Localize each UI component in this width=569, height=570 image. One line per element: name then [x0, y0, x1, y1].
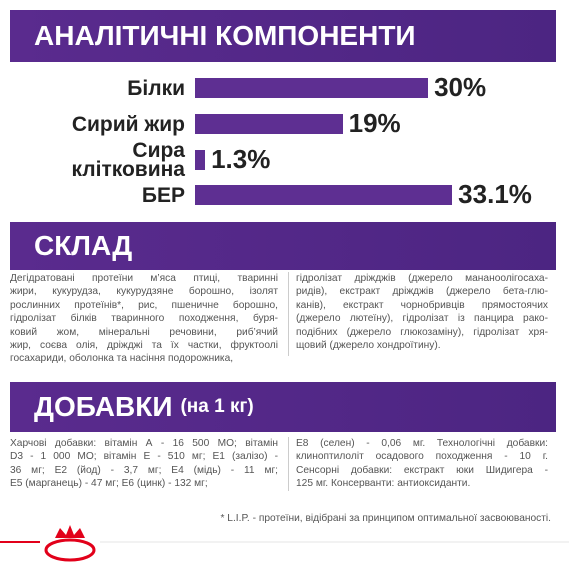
text-line: ридів), екстракт дріжджів (джерело бета-…	[296, 286, 548, 298]
text-line: Е5 (марганець) - 47 мг; Е6 (цинк) - 132 …	[10, 478, 208, 490]
text-line: Харчові добавки: вітамін А - 16 500 МО; …	[10, 438, 278, 449]
text-line: подібних (джерело глюкозаміну), гідроліз…	[296, 326, 548, 338]
text-line: ковий жом, мінеральні речовини, риб’ячий	[10, 326, 278, 338]
text-line: 36 мг; Е2 (йод) - 3,7 мг; Е4 (мідь) - 11…	[10, 464, 278, 476]
bar	[195, 114, 343, 134]
logo	[44, 525, 96, 562]
text-line: 125 мг. Консерванти: антиоксиданти.	[296, 478, 471, 490]
text-column: Е8 (селен) - 0,06 мг. Технологічні добав…	[296, 437, 548, 491]
section-header: СКЛАД	[10, 222, 556, 270]
footnote: * L.I.P. - протеїни, відібрані за принци…	[220, 513, 552, 524]
text-line: (джерело лютеїну), гідролізат із панцира…	[296, 313, 548, 325]
section-subtitle: (на 1 кг)	[180, 396, 254, 417]
text-line: госахариди, оболонка та насіння подорожн…	[10, 353, 234, 365]
section-header: АНАЛІТИЧНІ КОМПОНЕНТИ	[10, 10, 556, 62]
text-line: рослинних протеїнів*, рис, пшеничне боро…	[10, 299, 278, 311]
text-column: Харчові добавки: вітамін А - 16 500 МО; …	[10, 437, 278, 491]
value-label: 19%	[348, 108, 401, 138]
section-title: ДОБАВКИ	[34, 391, 173, 422]
text-line: жир, соєва олія, дріжджі та їх частки, ф…	[10, 340, 278, 352]
bar-label: Сирий жир	[71, 112, 185, 136]
text-line: Сенсорні добавки: екстракт юки Шидигера …	[296, 464, 548, 476]
value-label: 30%	[434, 72, 487, 102]
section-header: ДОБАВКИ (на 1 кг)	[10, 382, 556, 432]
logo-area	[0, 525, 569, 562]
bar	[195, 185, 453, 205]
bar-label: Сира клітковина	[71, 139, 185, 181]
bar	[195, 78, 429, 98]
value-label: 1.3%	[211, 144, 271, 174]
text-line: клиноптилоліт осадового походження - 10 …	[296, 451, 548, 463]
text-line: канів), екстракт чорнобривців прямостояч…	[296, 299, 548, 311]
bar-label: БЕР	[141, 183, 185, 207]
text-line: щовий (джерело хондроїтину).	[296, 340, 441, 352]
text-line: жири, кукурудза, кукурудзяне борошно, із…	[10, 286, 278, 298]
divider	[288, 272, 289, 356]
value-label: 33.1%	[458, 179, 532, 209]
text-line: гідролізат білків тваринного походження,…	[10, 313, 278, 325]
text-column: гідролізат дріжджів (джерело мананооліго…	[296, 272, 548, 352]
text-line: гідролізат дріжджів (джерело мананооліго…	[296, 273, 548, 284]
text-line: D3 - 1 000 МО; вітамін Е - 510 мг; Е1 (з…	[10, 451, 278, 463]
bar-label: Білки	[127, 76, 185, 100]
text-line: Е8 (селен) - 0,06 мг. Технологічні добав…	[296, 438, 548, 449]
bar	[195, 150, 206, 170]
text-column: Дегідратовані протеїни м’яса птиці, твар…	[10, 272, 278, 366]
divider	[288, 437, 289, 491]
text-line: Дегідратовані протеїни м’яса птиці, твар…	[10, 273, 278, 284]
